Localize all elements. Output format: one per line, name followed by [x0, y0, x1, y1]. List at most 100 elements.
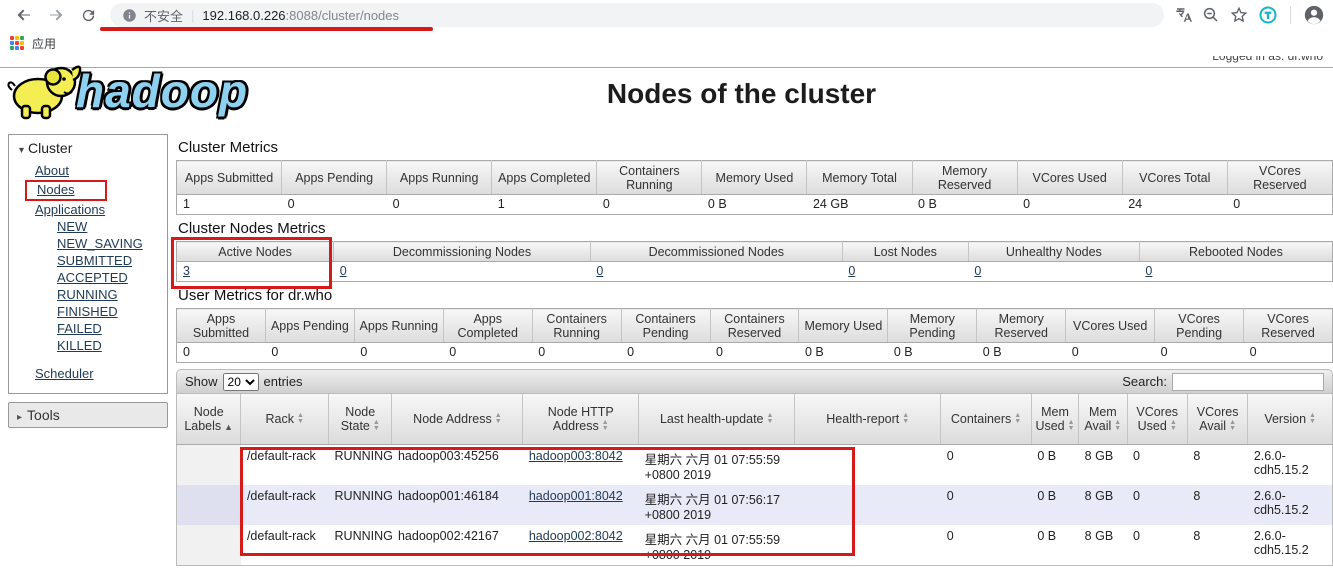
col-header: VCores Reserved — [1243, 308, 1333, 343]
info-icon[interactable] — [122, 8, 137, 23]
col-rack[interactable]: Rack ▲ ▼ — [240, 394, 330, 445]
sidebar-item-about[interactable]: About — [35, 163, 69, 178]
sidebar-item-new-saving[interactable]: NEW_SAVING — [57, 236, 143, 251]
col-header: Apps Running — [354, 308, 444, 343]
sidebar-item-accepted[interactable]: ACCEPTED — [57, 270, 128, 285]
sidebar-item-submitted[interactable]: SUBMITTED — [57, 253, 133, 268]
node-http-link[interactable]: hadoop002:8042 — [528, 528, 623, 543]
col-mem-avail[interactable]: Mem Avail ▲ ▼ — [1078, 394, 1128, 445]
metric-value: 0 — [1154, 342, 1244, 363]
sidebar-item-applications[interactable]: Applications — [35, 202, 106, 217]
col-header: Apps Pending — [281, 160, 388, 195]
show-label: Show — [185, 374, 218, 389]
metric-value: 0 B — [912, 194, 1018, 215]
active-nodes-link[interactable]: 3 — [183, 264, 190, 278]
sidebar-section-tools[interactable]: ▸ Tools — [8, 402, 168, 428]
metric-value: 0 — [1227, 194, 1333, 215]
col-header: Memory Used — [798, 308, 889, 343]
col-header: Apps Running — [386, 160, 493, 195]
reload-icon[interactable] — [76, 3, 100, 27]
cluster-nodes-metrics-table: Active Nodes Decommissioning Nodes Decom… — [176, 241, 1333, 282]
metric-value: 0 B — [798, 342, 888, 363]
sidebar-item-running[interactable]: RUNNING — [57, 287, 118, 302]
sidebar-section-cluster[interactable]: ▾ Cluster — [19, 140, 73, 156]
sidebar-item-failed[interactable]: FAILED — [57, 321, 102, 336]
metric-value: 0 — [532, 342, 622, 363]
rebooted-nodes-link[interactable]: 0 — [1145, 264, 1153, 278]
node-http-link[interactable]: hadoop001:8042 — [528, 488, 623, 503]
page-size-select[interactable]: 20 — [222, 372, 259, 391]
col-header: Lost Nodes — [842, 241, 969, 262]
search-input[interactable] — [1172, 372, 1324, 391]
col-node-labels[interactable]: Node Labels ▲ — [176, 394, 242, 445]
col-vcores-used[interactable]: VCores Used ▲ ▼ — [1127, 394, 1188, 445]
annotation-url-underline — [100, 27, 433, 31]
col-header: Containers Pending — [621, 308, 711, 343]
metric-value: 0 — [1017, 194, 1123, 215]
bookmarks-label[interactable]: 应用 — [32, 36, 57, 51]
col-header: Memory Reserved — [912, 160, 1018, 195]
sidebar-item-killed[interactable]: KILLED — [57, 338, 102, 353]
back-icon[interactable] — [12, 3, 36, 27]
omnibox-divider: | — [191, 7, 195, 23]
col-header: Containers Running — [596, 160, 703, 195]
entries-label: entries — [263, 374, 303, 389]
col-mem-used[interactable]: Mem Used ▲ ▼ — [1031, 394, 1080, 445]
lost-nodes-link[interactable]: 0 — [848, 264, 856, 278]
cluster-nodes-metrics-title: Cluster Nodes Metrics — [178, 220, 326, 237]
decommissioning-nodes-link[interactable]: 0 — [339, 264, 347, 278]
translate-icon[interactable] — [1174, 6, 1192, 24]
metric-value: 0 B — [976, 342, 1066, 363]
metric-value: 0 — [281, 194, 387, 215]
apps-grid-icon[interactable] — [10, 36, 24, 50]
table-controls: Show 20 entries Search: — [176, 369, 1333, 394]
sidebar-item-finished[interactable]: FINISHED — [57, 304, 118, 319]
node-http-link[interactable]: hadoop003:8042 — [528, 448, 623, 463]
security-label[interactable]: 不安全 — [144, 8, 184, 24]
url-host[interactable]: 192.168.0.226 — [202, 7, 286, 23]
zoom-out-icon[interactable] — [1202, 6, 1220, 24]
col-last-health-update[interactable]: Last health-update ▲ ▼ — [638, 394, 796, 445]
col-node-state[interactable]: Node State ▲ ▼ — [328, 394, 393, 445]
col-node-address[interactable]: Node Address ▲ ▼ — [391, 394, 524, 445]
sidebar-item-scheduler[interactable]: Scheduler — [35, 366, 94, 381]
toolbar-divider — [1290, 6, 1291, 24]
sidebar-item-nodes[interactable]: Nodes — [37, 182, 75, 197]
col-health-report[interactable]: Health-report ▲ ▼ — [794, 394, 942, 445]
col-header: VCores Used — [1065, 308, 1156, 343]
profile-avatar-icon[interactable] — [1303, 4, 1325, 26]
url-path[interactable]: :8088/cluster/nodes — [285, 7, 400, 23]
col-header: Unhealthy Nodes — [968, 241, 1140, 262]
table-row: 1 0 0 1 0 0 B 24 GB 0 B 0 24 0 — [176, 194, 1333, 215]
metric-value: 0 — [621, 342, 711, 363]
sort-icon: ▲ ▼ — [1014, 412, 1022, 426]
sidebar-item-new[interactable]: NEW — [57, 219, 88, 234]
col-header: Apps Pending — [265, 308, 355, 343]
sort-icon: ▲ ▼ — [1169, 419, 1177, 433]
bookmark-star-icon[interactable] — [1230, 6, 1248, 24]
address-bar[interactable]: 不安全 | 192.168.0.226:8088/cluster/nodes — [110, 3, 1164, 27]
logo-text: hadoop — [76, 65, 249, 117]
metric-value: 0 — [176, 342, 266, 363]
col-node-http-address[interactable]: Node HTTP Address ▲ ▼ — [522, 394, 640, 445]
browser-toolbar: 不安全 | 192.168.0.226:8088/cluster/nodes — [0, 0, 1333, 31]
sort-icon: ▲ ▼ — [902, 412, 910, 426]
col-header: VCores Total — [1122, 160, 1228, 195]
bookmarks-bar: 应用 — [0, 30, 1333, 56]
metric-value: 0 — [596, 194, 702, 215]
col-containers[interactable]: Containers ▲ ▼ — [940, 394, 1032, 445]
col-header: VCores Used — [1017, 160, 1123, 195]
extension-t-icon[interactable] — [1258, 5, 1278, 25]
col-vcores-avail[interactable]: VCores Avail ▲ ▼ — [1187, 394, 1249, 445]
col-version[interactable]: Version ▲ ▼ — [1247, 394, 1333, 445]
unhealthy-nodes-link[interactable]: 0 — [974, 264, 982, 278]
decommissioned-nodes-link[interactable]: 0 — [596, 264, 604, 278]
col-header: Decommissioning Nodes — [333, 241, 591, 262]
chevron-down-icon: ▾ — [19, 145, 25, 156]
forward-icon[interactable] — [44, 3, 68, 27]
col-header: Containers Running — [532, 308, 622, 343]
user-metrics-table: Apps Submitted Apps Pending Apps Running… — [176, 308, 1333, 363]
hadoop-logo: hadoop — [6, 60, 248, 122]
col-header: VCores Reserved — [1227, 160, 1333, 195]
col-header: Decommissioned Nodes — [590, 241, 843, 262]
